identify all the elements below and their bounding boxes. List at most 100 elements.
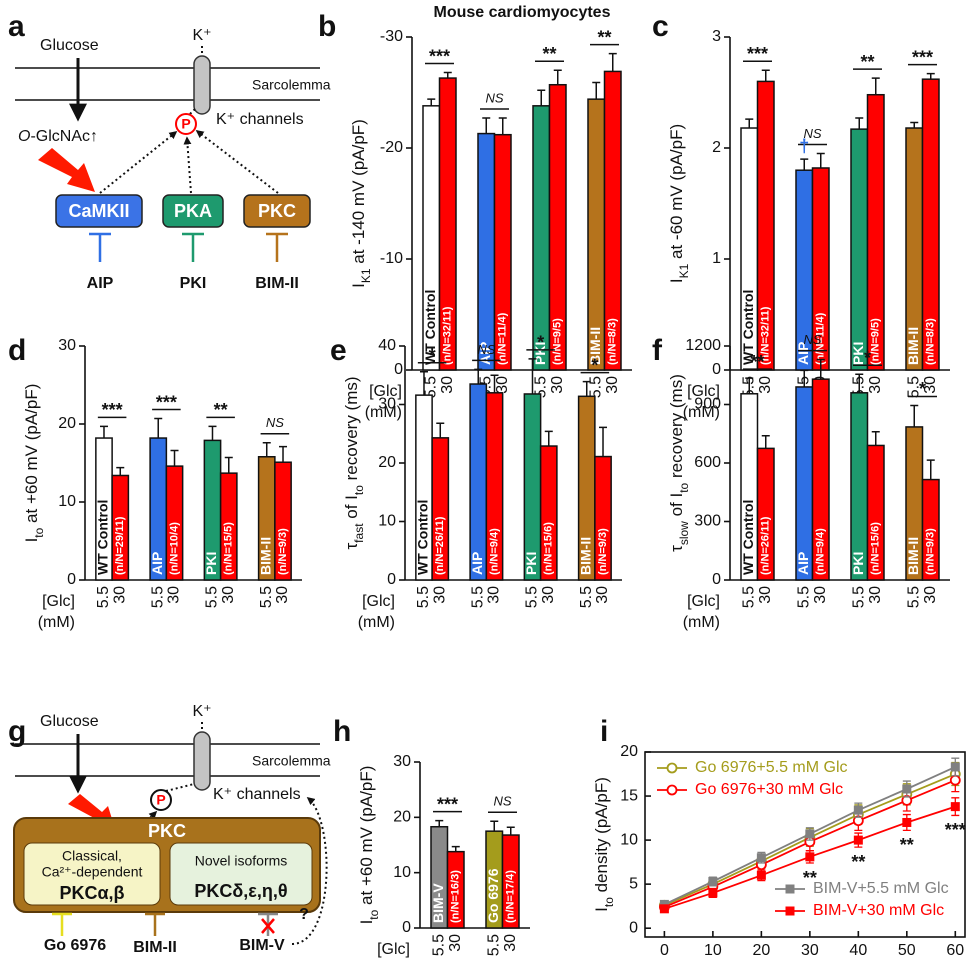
- marker: [756, 870, 766, 880]
- group-label: BIM-II: [905, 327, 921, 365]
- subscript: K1: [359, 268, 373, 283]
- panel-label: h: [333, 715, 351, 748]
- x-tick-label: 30: [801, 942, 819, 959]
- x-axis-unit: (mM): [38, 614, 75, 631]
- error-bar: [544, 430, 553, 447]
- error-bar: [427, 98, 436, 106]
- n-label: (n/N=9/4): [488, 528, 500, 575]
- marker: [902, 817, 912, 827]
- y-tick-label: 20: [393, 809, 411, 826]
- significance-label: **: [900, 835, 914, 855]
- question: ?: [299, 906, 309, 923]
- inhibition: [89, 232, 111, 262]
- x-axis-unit: (mM): [365, 404, 402, 421]
- x-tick-label: 30: [867, 586, 884, 604]
- error-bar: [608, 52, 617, 72]
- subscript: K1: [677, 263, 691, 278]
- ion-label: K⁺: [192, 703, 211, 720]
- x-axis-label: [Glc]: [42, 593, 75, 610]
- pkc-label: PKC: [148, 821, 186, 841]
- oglcnac-o: O: [18, 128, 30, 145]
- y-tick-label: 20: [378, 454, 396, 471]
- oglcnac-label: O-GlcNAc↑: [18, 128, 98, 145]
- n-label: (n/N=16/3): [450, 870, 462, 923]
- marker: [853, 835, 863, 845]
- glucose-label: Glucose: [40, 713, 99, 730]
- subscript: to: [602, 897, 616, 907]
- x-tick-label: 30: [757, 376, 774, 394]
- marker: [853, 805, 863, 815]
- significance-label: **: [860, 52, 874, 72]
- x-tick-label: 30: [922, 586, 939, 604]
- n-label: (n/N=8/3): [607, 318, 619, 365]
- group-label: PKI: [850, 552, 866, 575]
- x-axis-label: [Glc]: [362, 593, 395, 610]
- subscript: to: [352, 485, 366, 495]
- inhibitor-label: Go 6976: [44, 937, 106, 954]
- error-bar: [498, 117, 507, 135]
- error-bar: [208, 425, 217, 441]
- error-bar: [871, 431, 880, 446]
- ion-label: K⁺: [192, 27, 211, 44]
- panel-label: c: [652, 10, 669, 43]
- x-tick-label: 30: [604, 376, 621, 394]
- x-tick-label: 40: [849, 942, 867, 959]
- y-tick-label: 40: [378, 337, 396, 354]
- group-label: BIM-V: [430, 883, 446, 923]
- error-bar: [599, 426, 608, 457]
- x-tick-label: 30: [867, 376, 884, 394]
- x-tick-label: 10: [704, 942, 722, 959]
- x-tick-label: 5.5: [204, 586, 221, 608]
- subscript: to: [367, 909, 381, 919]
- panel-label: a: [8, 10, 25, 43]
- error-bar: [926, 72, 935, 80]
- x-tick-label: 30: [431, 586, 448, 604]
- y-tick-label: 5: [629, 875, 638, 892]
- error-bar: [436, 422, 445, 438]
- inhibitor-label: PKI: [180, 275, 207, 292]
- x-axis-unit: (mM): [358, 614, 395, 631]
- error-bar: [279, 445, 288, 463]
- dotted-link: [189, 107, 197, 115]
- error-bar: [170, 449, 179, 467]
- x-tick-label: 30: [111, 586, 128, 604]
- y-axis-label: Ito density (pA/pF): [592, 777, 616, 912]
- significance-label: **: [851, 852, 865, 872]
- panel-a: a Sarcolemma K⁺ Glucose O-GlcNAc↑ P K⁺ c…: [8, 10, 331, 292]
- x-tick-label: 5.5: [430, 934, 447, 956]
- x-tick-label: 30: [274, 586, 291, 604]
- inhibition: [52, 912, 72, 936]
- label-text: τ: [342, 543, 361, 550]
- error-bar: [553, 69, 562, 85]
- x-tick-label: 30: [540, 586, 557, 604]
- x-tick-label: 30: [502, 934, 519, 952]
- subscript: to: [32, 527, 46, 537]
- error-bar: [855, 117, 864, 130]
- n-label: (n/N=29/11): [114, 516, 126, 575]
- x-tick-label: 30: [166, 586, 183, 604]
- n-label: (n/N=8/3): [925, 318, 937, 365]
- x-tick-label: 5.5: [469, 586, 486, 608]
- bar: [477, 132, 496, 371]
- x-tick-label: 5.5: [740, 586, 757, 608]
- y-tick-label: -20: [380, 139, 403, 156]
- n-label: (n/N=9/4): [815, 528, 827, 575]
- marker: [902, 784, 912, 794]
- y-tick-label: -30: [380, 28, 403, 45]
- n-label: (n/N=9/3): [277, 528, 289, 575]
- x-tick-label: 30: [594, 586, 611, 604]
- x-tick-label: 30: [447, 934, 464, 952]
- error-bar: [800, 158, 809, 171]
- x-tick-label: 60: [946, 942, 964, 959]
- error-bar: [926, 459, 935, 480]
- group-label: WT Control: [422, 290, 438, 365]
- dotted-arrow: [99, 130, 178, 194]
- chart-title: Mouse cardiomyocytes: [434, 4, 611, 21]
- error-bar: [490, 374, 499, 393]
- x-tick-label: 5.5: [905, 376, 922, 398]
- group-label: PKI: [850, 342, 866, 365]
- x-tick-label: 5.5: [485, 934, 502, 956]
- kinase-box: [243, 194, 311, 228]
- phospho-label: P: [156, 792, 165, 808]
- legend-label: Go 6976+5.5 mM Glc: [695, 759, 848, 776]
